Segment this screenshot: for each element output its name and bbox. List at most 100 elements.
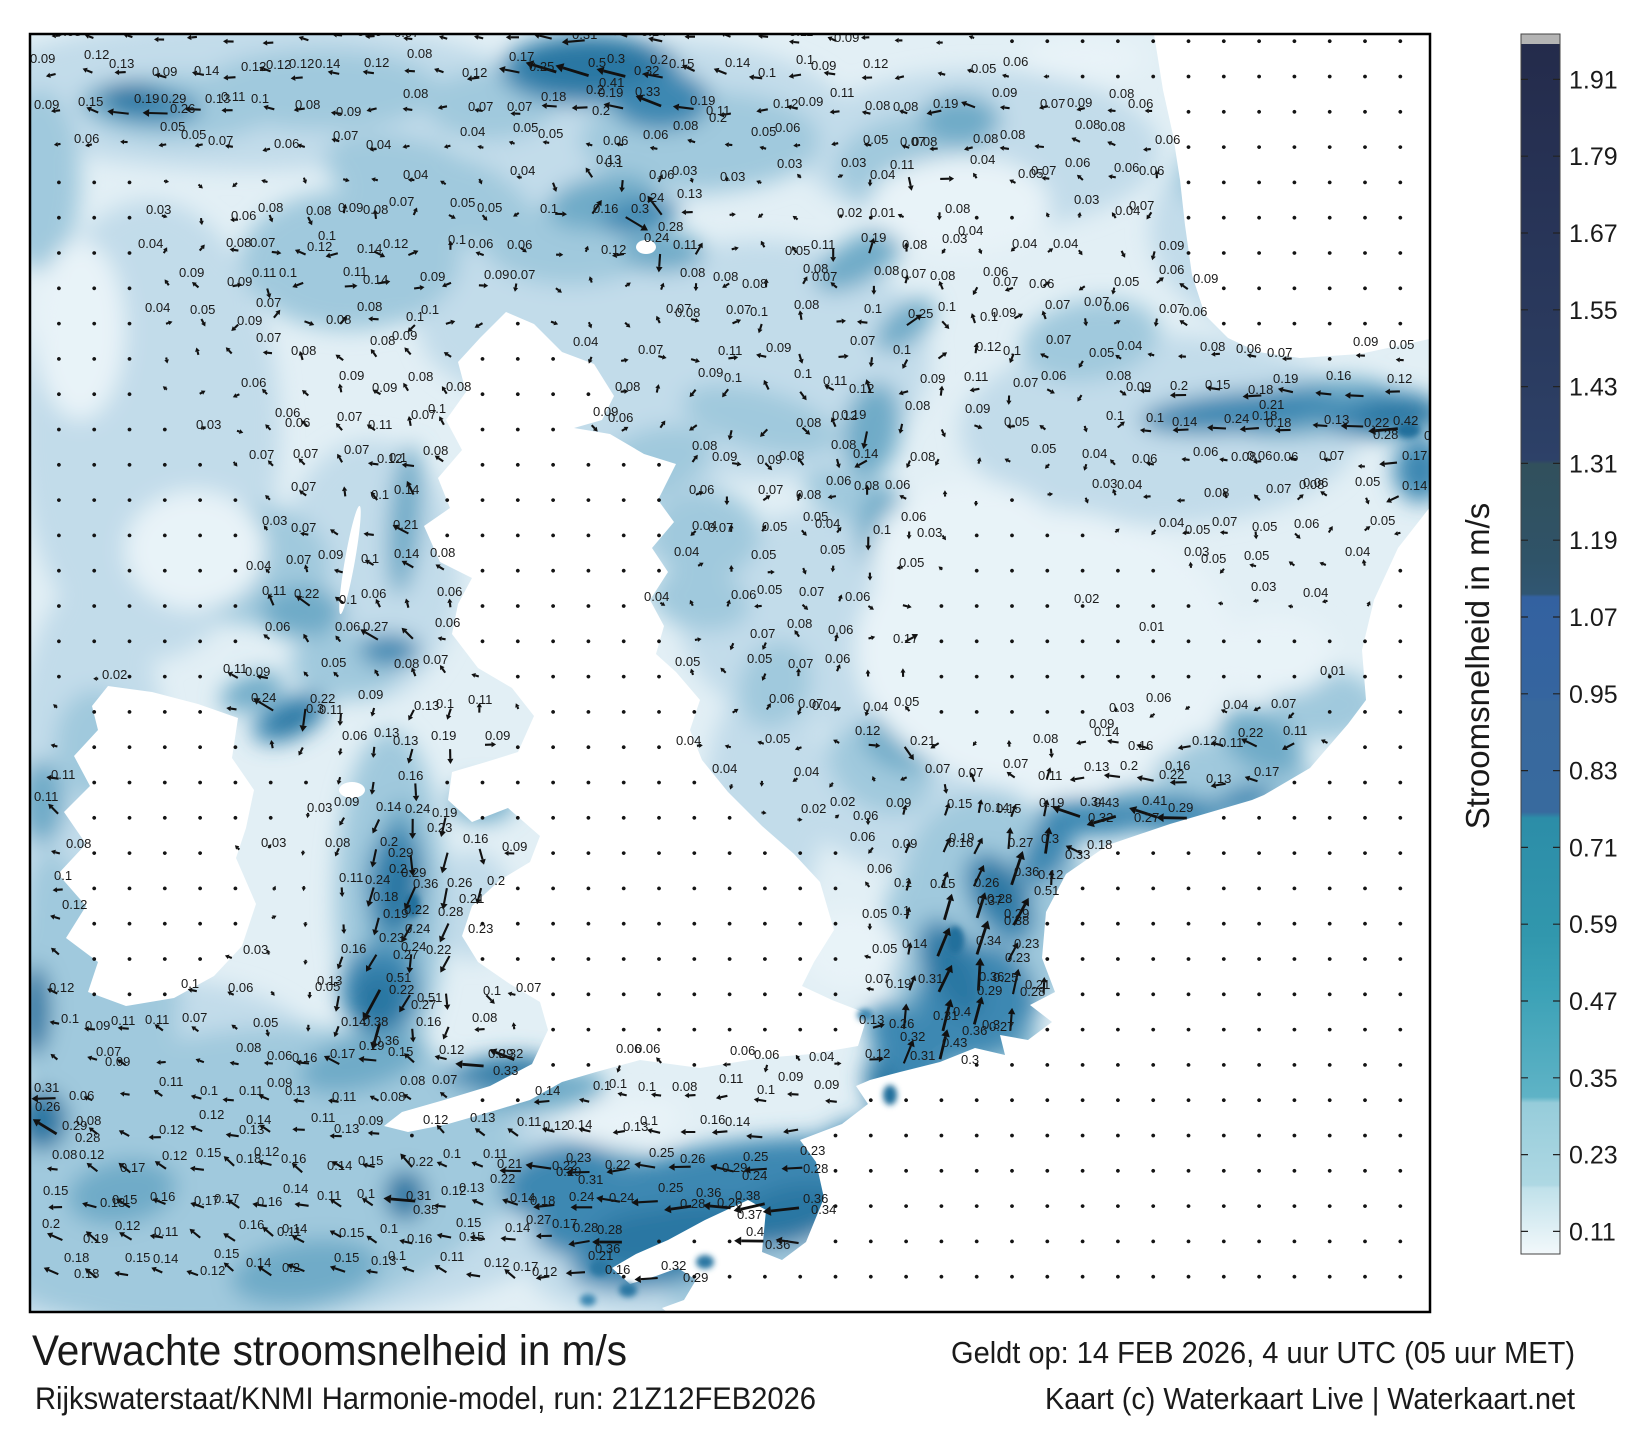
svg-text:0.43: 0.43 <box>942 1035 967 1050</box>
svg-text:0.06: 0.06 <box>1029 276 1054 291</box>
svg-text:0.12: 0.12 <box>1387 371 1412 386</box>
svg-text:0.16: 0.16 <box>416 1014 441 1029</box>
svg-text:0.1: 0.1 <box>724 370 742 385</box>
svg-text:0.05: 0.05 <box>765 731 790 746</box>
svg-text:0.11: 0.11 <box>51 767 75 782</box>
svg-text:0.08: 0.08 <box>796 415 821 430</box>
svg-text:0.24: 0.24 <box>251 690 276 705</box>
svg-text:0.07: 0.07 <box>958 765 983 780</box>
svg-text:0.59: 0.59 <box>1569 911 1618 939</box>
svg-text:0.26: 0.26 <box>974 875 999 890</box>
svg-text:0.08: 0.08 <box>1204 485 1229 500</box>
svg-text:0.03: 0.03 <box>672 163 697 178</box>
svg-text:0.05: 0.05 <box>315 979 340 994</box>
svg-text:0.07: 0.07 <box>182 1010 207 1025</box>
svg-text:0.05: 0.05 <box>899 555 924 570</box>
svg-text:0.22: 0.22 <box>490 1171 515 1186</box>
svg-text:0.15: 0.15 <box>43 1183 68 1198</box>
svg-text:0.03: 0.03 <box>1109 700 1134 715</box>
svg-text:0.09: 0.09 <box>834 30 859 45</box>
svg-text:0.08: 0.08 <box>912 134 937 149</box>
svg-text:0.08: 0.08 <box>1109 86 1134 101</box>
svg-text:0.36: 0.36 <box>803 1191 828 1206</box>
svg-text:0.11: 0.11 <box>277 1224 301 1239</box>
svg-text:0.25: 0.25 <box>658 1180 683 1195</box>
svg-text:0.15: 0.15 <box>334 1250 359 1265</box>
svg-text:0.25: 0.25 <box>993 970 1018 985</box>
svg-text:0.14: 0.14 <box>510 1190 535 1205</box>
svg-text:0.11: 0.11 <box>368 417 392 432</box>
svg-text:0.07: 0.07 <box>1271 696 1296 711</box>
svg-text:0.3: 0.3 <box>306 701 324 716</box>
svg-text:0.02: 0.02 <box>102 667 127 682</box>
svg-text:0.06: 0.06 <box>342 728 367 743</box>
svg-text:0.09: 0.09 <box>892 836 917 851</box>
svg-text:0.29: 0.29 <box>556 1164 581 1179</box>
svg-text:0.12: 0.12 <box>364 55 389 70</box>
svg-text:0.03: 0.03 <box>841 155 866 170</box>
svg-text:0.07: 0.07 <box>1129 198 1154 213</box>
svg-text:0.09: 0.09 <box>85 1018 110 1033</box>
svg-text:0.14: 0.14 <box>641 24 666 39</box>
svg-text:0.33: 0.33 <box>635 84 660 99</box>
svg-text:0.08: 0.08 <box>258 200 283 215</box>
svg-text:0.25: 0.25 <box>743 1149 768 1164</box>
svg-text:0.04: 0.04 <box>1117 338 1142 353</box>
svg-text:0.1: 0.1 <box>893 342 911 357</box>
svg-text:0.05: 0.05 <box>1355 474 1380 489</box>
svg-text:0.05: 0.05 <box>1389 337 1414 352</box>
svg-text:0.1: 0.1 <box>181 976 199 991</box>
svg-text:0.07: 0.07 <box>850 333 875 348</box>
svg-text:0.13: 0.13 <box>459 1180 484 1195</box>
svg-text:0.08: 0.08 <box>56 24 81 39</box>
svg-text:0.1: 0.1 <box>443 1146 461 1161</box>
svg-text:0.18: 0.18 <box>1248 382 1273 397</box>
svg-text:0.29: 0.29 <box>488 1046 513 1061</box>
svg-text:0.28: 0.28 <box>75 1130 100 1145</box>
svg-text:0.07: 0.07 <box>799 584 824 599</box>
svg-text:0.09: 0.09 <box>778 1069 803 1084</box>
svg-text:0.1: 0.1 <box>448 232 466 247</box>
svg-text:0.09: 0.09 <box>318 547 343 562</box>
svg-text:0.16: 0.16 <box>463 831 488 846</box>
svg-text:0.06: 0.06 <box>435 615 460 630</box>
svg-text:0.36: 0.36 <box>1014 864 1039 879</box>
svg-text:0.23: 0.23 <box>379 930 404 945</box>
svg-text:0.06: 0.06 <box>853 808 878 823</box>
svg-text:0.3: 0.3 <box>982 1017 1000 1032</box>
svg-text:0.1: 0.1 <box>483 983 501 998</box>
svg-text:0.07: 0.07 <box>1040 96 1065 111</box>
svg-text:0.05: 0.05 <box>785 243 810 258</box>
svg-text:0.04: 0.04 <box>676 733 701 748</box>
svg-text:0.1: 0.1 <box>605 155 623 170</box>
svg-text:0.21: 0.21 <box>497 1156 522 1171</box>
svg-text:0.12: 0.12 <box>439 1042 464 1057</box>
svg-text:0.04: 0.04 <box>145 300 170 315</box>
svg-text:0.12: 0.12 <box>241 59 266 74</box>
svg-text:0.08: 0.08 <box>76 1113 101 1128</box>
svg-text:0.06: 0.06 <box>231 208 256 223</box>
svg-text:0.22: 0.22 <box>310 691 335 706</box>
svg-text:0.31: 0.31 <box>933 1008 958 1023</box>
svg-text:0.09: 0.09 <box>179 265 204 280</box>
svg-text:0.28: 0.28 <box>1020 984 1045 999</box>
svg-text:0.04: 0.04 <box>1115 203 1140 218</box>
svg-text:0.09: 0.09 <box>358 687 383 702</box>
svg-text:0.07: 0.07 <box>394 25 419 40</box>
svg-text:0.24: 0.24 <box>644 230 669 245</box>
svg-text:0.21: 0.21 <box>1259 397 1284 412</box>
svg-text:0.22: 0.22 <box>408 1154 433 1169</box>
svg-text:0.07: 0.07 <box>389 194 414 209</box>
svg-text:0.1: 0.1 <box>894 875 912 890</box>
svg-text:0.03: 0.03 <box>1184 544 1209 559</box>
svg-text:0.06: 0.06 <box>1193 444 1218 459</box>
svg-text:0.36: 0.36 <box>374 1033 399 1048</box>
svg-text:0.05: 0.05 <box>862 906 887 921</box>
svg-text:0.06: 0.06 <box>983 264 1008 279</box>
svg-text:0.21: 0.21 <box>910 733 935 748</box>
svg-text:0.14: 0.14 <box>394 546 419 561</box>
svg-text:0.21: 0.21 <box>393 517 418 532</box>
svg-text:0.07: 0.07 <box>293 446 318 461</box>
svg-text:0.08: 0.08 <box>403 86 428 101</box>
svg-text:0.06: 0.06 <box>649 167 674 182</box>
